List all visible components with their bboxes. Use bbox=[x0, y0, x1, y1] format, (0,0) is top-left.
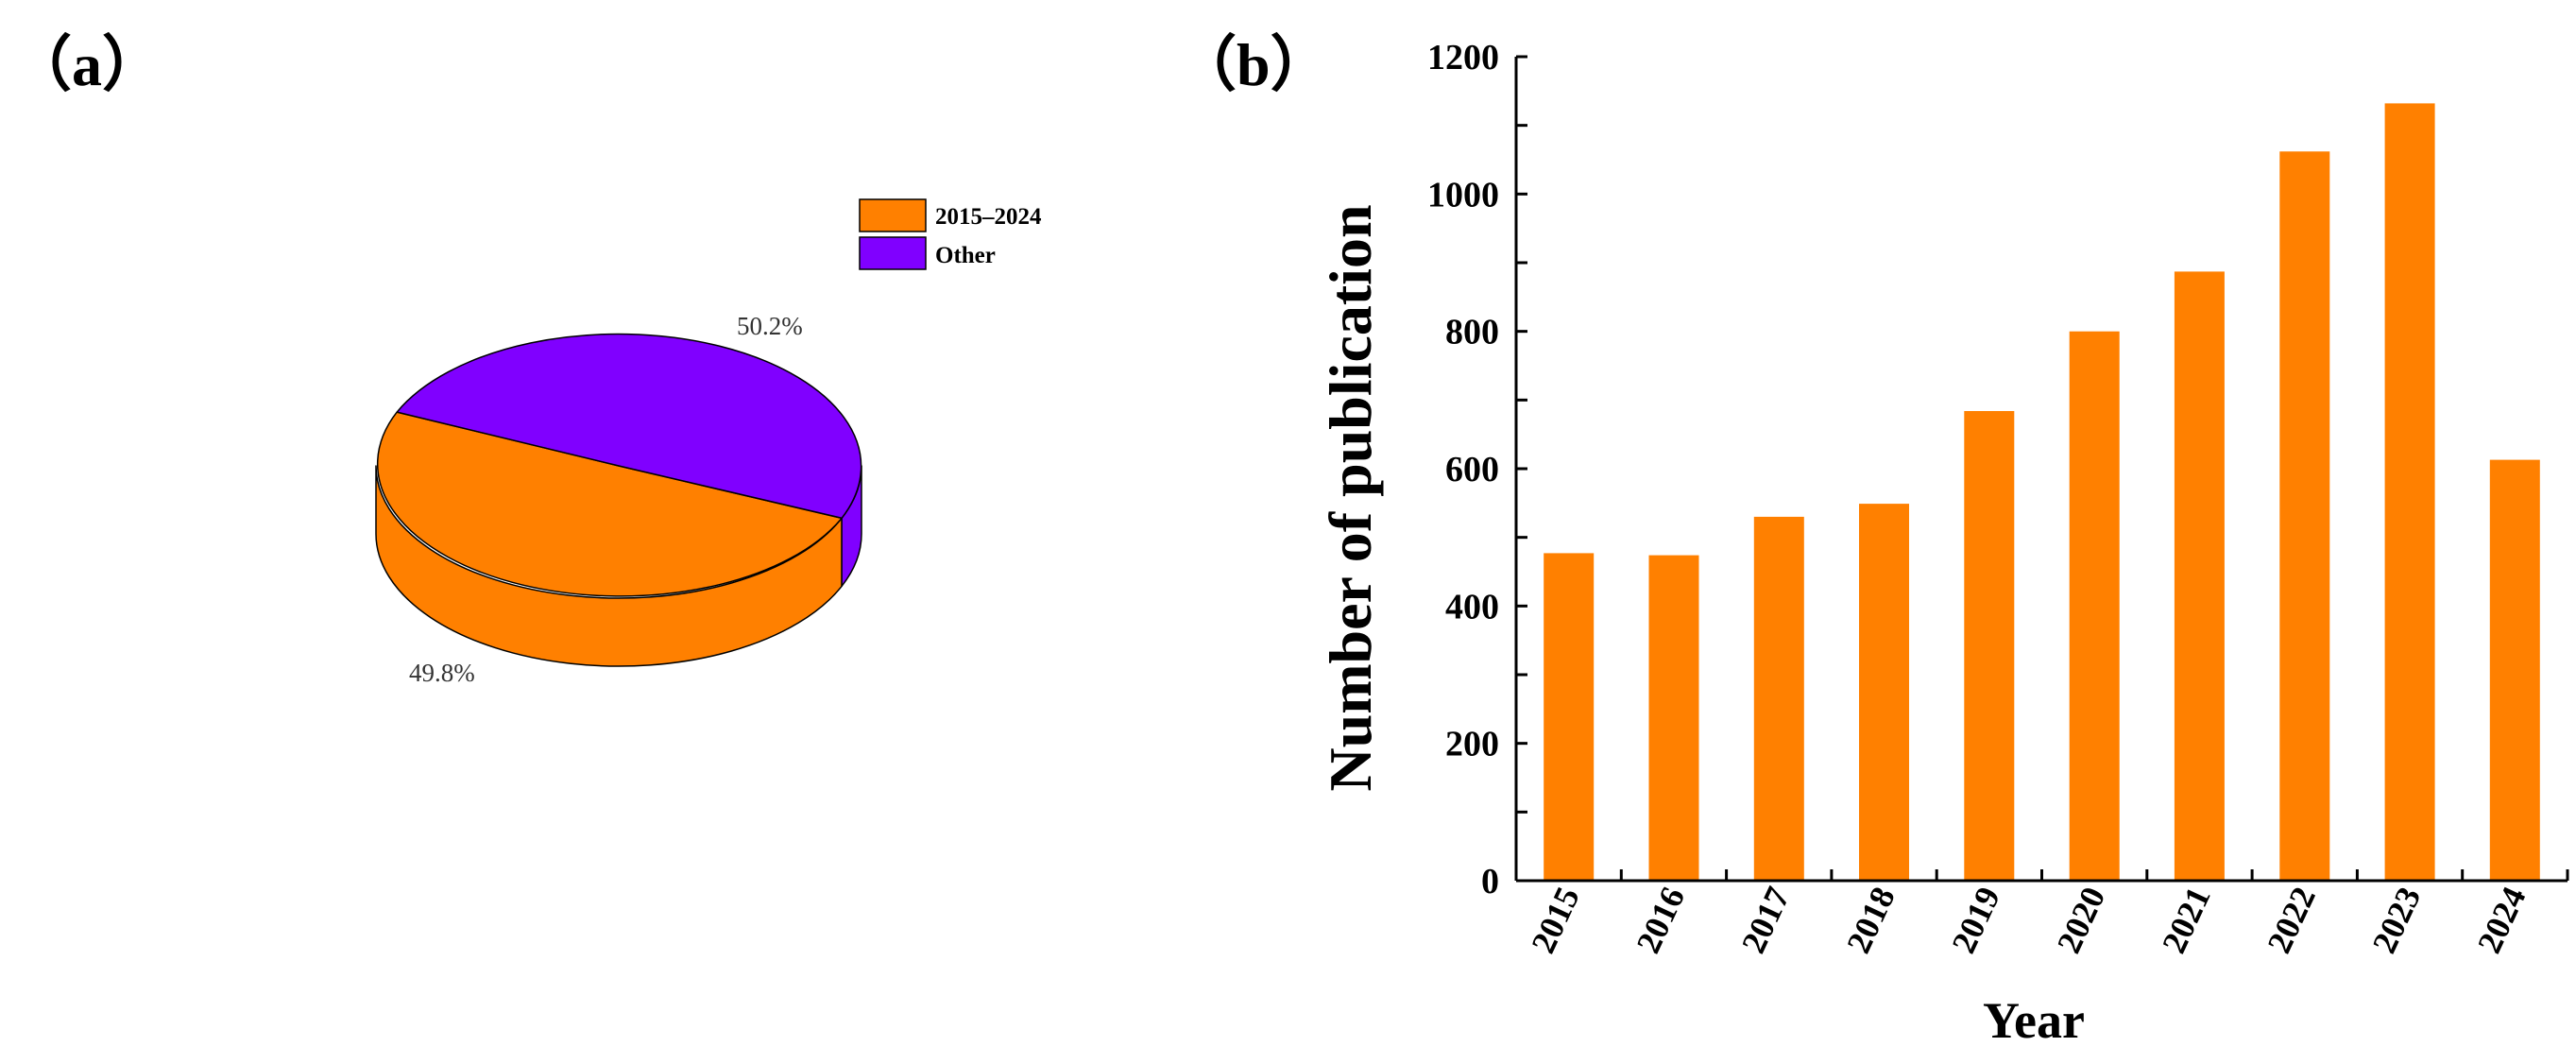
bar-2017 bbox=[1753, 516, 1804, 881]
x-tick-label-2015: 2015 bbox=[1524, 881, 1587, 958]
pie-3d: 50.2% 49.8% bbox=[375, 312, 862, 687]
x-tick-label-2023: 2023 bbox=[2365, 881, 2429, 958]
y-tick-label-200: 200 bbox=[1445, 725, 1499, 764]
bar-2018 bbox=[1859, 504, 1909, 881]
y-tick-label-1000: 1000 bbox=[1427, 175, 1499, 215]
x-tick-label-2020: 2020 bbox=[2050, 881, 2113, 958]
legend-swatch-2015-2024 bbox=[859, 198, 927, 232]
x-tick-label-2022: 2022 bbox=[2260, 881, 2323, 958]
pie-label-2015-2024: 49.8% bbox=[409, 659, 475, 687]
bar-2019 bbox=[1964, 411, 2015, 881]
pie-slice-2015-2024 bbox=[376, 411, 843, 597]
bar-2023 bbox=[2384, 103, 2435, 881]
panel-b-label: （b） bbox=[1176, 31, 1331, 98]
pie-side-2015-2024 bbox=[375, 465, 843, 667]
y-tick-label-400: 400 bbox=[1445, 587, 1499, 626]
x-tick-label-2024: 2024 bbox=[2470, 881, 2533, 958]
x-tick-label-2018: 2018 bbox=[1839, 881, 1902, 958]
x-tick-label-2021: 2021 bbox=[2155, 881, 2218, 958]
y-axis-title: Number of publication bbox=[1317, 204, 1384, 791]
bar-2021 bbox=[2174, 271, 2225, 881]
y-tick-label-1200: 1200 bbox=[1427, 38, 1499, 77]
y-tick-label-0: 0 bbox=[1481, 862, 1499, 901]
pie-slice-other bbox=[396, 333, 862, 520]
bar-2024 bbox=[2489, 459, 2540, 881]
bar-2022 bbox=[2279, 151, 2330, 882]
x-tick-label-2016: 2016 bbox=[1629, 881, 1693, 958]
bar-2016 bbox=[1648, 555, 1699, 881]
x-axis-title: Year bbox=[1983, 992, 2085, 1049]
bar-2020 bbox=[2069, 331, 2120, 881]
y-tick-label-600: 600 bbox=[1445, 450, 1499, 489]
panel-a: （a） 50.2% 49.8% 2015–2024 Other bbox=[11, 31, 1042, 687]
pie-label-other: 50.2% bbox=[737, 312, 803, 340]
panel-a-label: （a） bbox=[11, 31, 162, 98]
x-axis-ticks: 2015 2016 2017 2018 2019 2020 2021 2022 2023 2024 bbox=[1524, 869, 2569, 959]
bar-series bbox=[1544, 103, 2540, 882]
x-tick-label-2019: 2019 bbox=[1944, 881, 2007, 958]
legend-swatch-other bbox=[859, 236, 927, 270]
bar-2015 bbox=[1544, 553, 1595, 881]
pie-legend: 2015–2024 Other bbox=[859, 198, 1042, 270]
legend-label-2015-2024: 2015–2024 bbox=[935, 204, 1042, 230]
legend-label-other: Other bbox=[935, 243, 996, 268]
y-axis-ticks: 0 200 400 600 800 1000 1200 bbox=[1427, 38, 1527, 901]
x-tick-label-2017: 2017 bbox=[1734, 881, 1798, 958]
y-tick-label-800: 800 bbox=[1445, 313, 1499, 352]
